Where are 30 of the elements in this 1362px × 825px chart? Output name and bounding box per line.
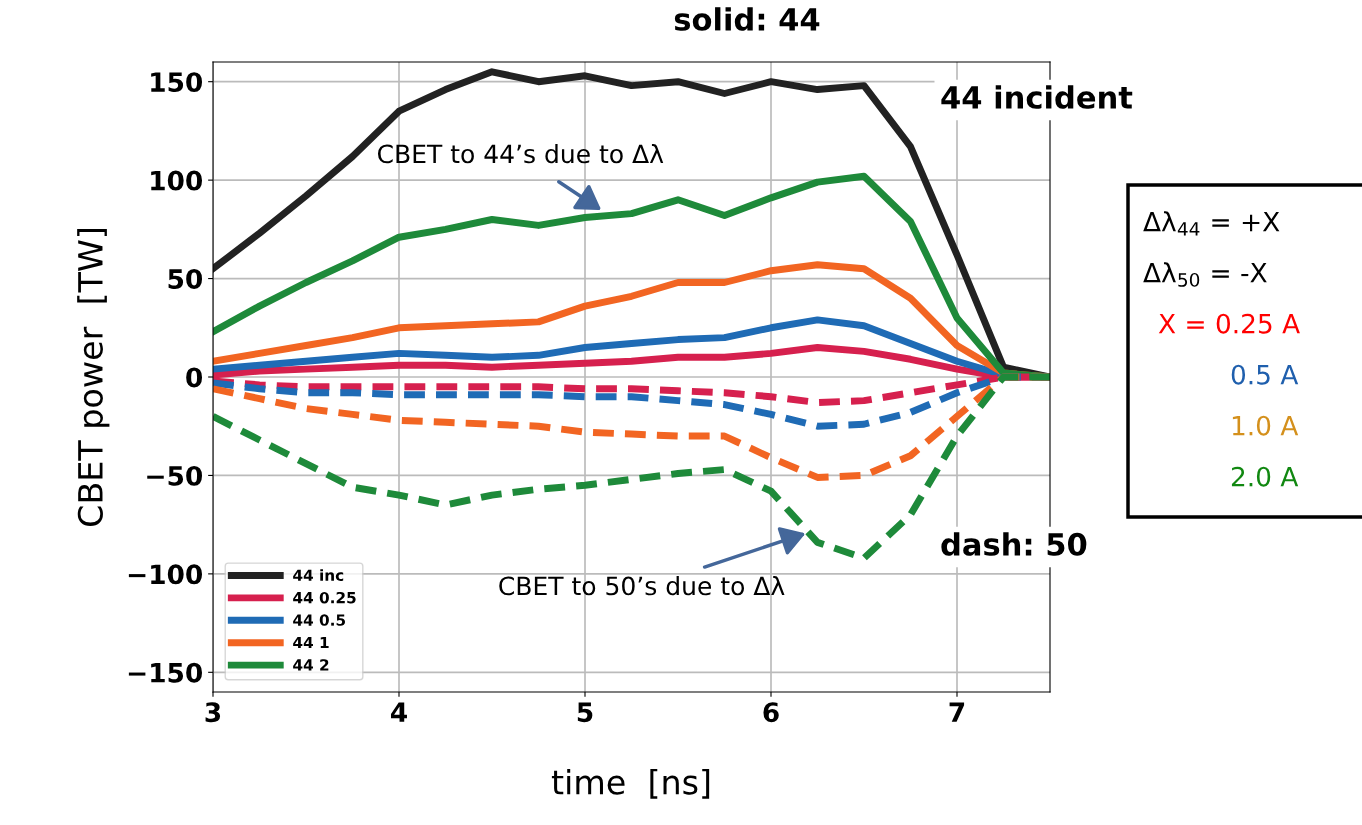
text: Δλ$_{50}$ = -X [1143, 262, 1267, 287]
chart-title: solid: 44 [674, 7, 820, 31]
y-tick-label: −100 [128, 564, 203, 585]
legend-label: 44 0.25 [293, 591, 356, 604]
annotation: CBET to 50’s due to Δλ [499, 575, 785, 596]
legend-label: 44 0.5 [293, 614, 346, 626]
annotation: 44 incident [941, 85, 1133, 109]
y-tick-label: 0 [186, 367, 203, 388]
y-tick-label: 50 [168, 269, 203, 289]
y-tick-label: 150 [151, 72, 203, 93]
text: 2.0 A [1231, 466, 1299, 487]
annotation: CBET to 44’s due to Δλ [377, 143, 664, 164]
x-tick-label: 3 [205, 702, 221, 723]
annotation: dash: 50 [941, 532, 1087, 556]
text: 0.5 A [1231, 364, 1299, 385]
x-tick-label: 6 [763, 702, 779, 723]
y-axis-title: CBET power [TW] [77, 229, 110, 526]
y-tick-label: 100 [151, 170, 203, 191]
y-tick-label: −50 [147, 465, 203, 486]
text: 1.0 A [1232, 415, 1299, 436]
legend-label: 44 inc [293, 569, 344, 582]
x-tick-label: 7 [949, 702, 965, 722]
y-tick-label: −150 [128, 662, 203, 683]
x-tick-label: 5 [577, 702, 593, 723]
x-tick-label: 4 [391, 702, 407, 722]
legend-label: 44 1 [293, 636, 329, 649]
legend-label: 44 2 [293, 659, 329, 671]
text: Δλ$_{44}$ = +X [1143, 211, 1280, 236]
x-axis-title: time [ns] [551, 768, 710, 799]
text: X = 0.25 A [1158, 313, 1300, 334]
